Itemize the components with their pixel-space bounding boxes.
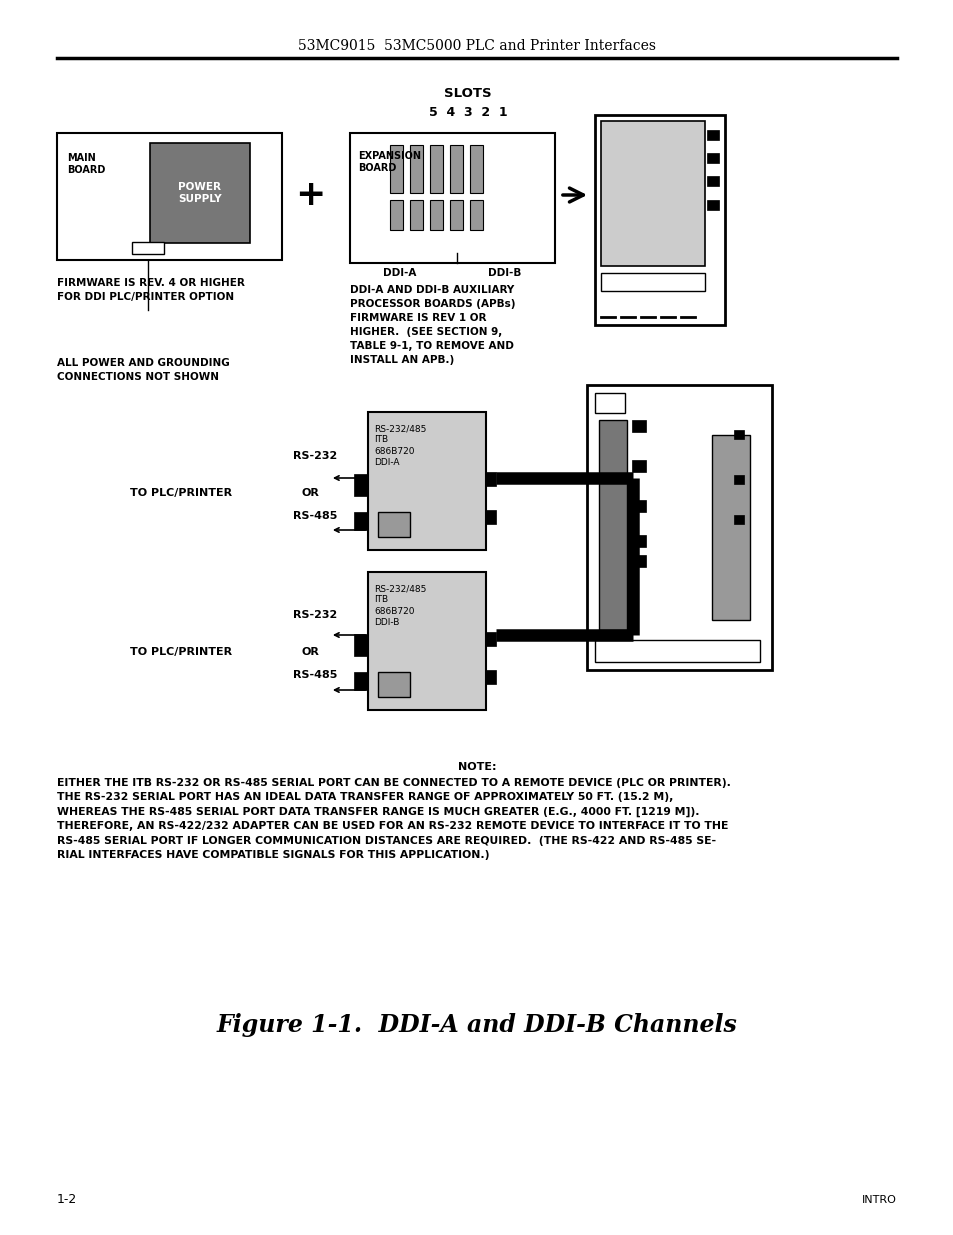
Polygon shape — [595, 640, 760, 662]
Text: FIRMWARE IS REV. 4 OR HIGHER
FOR DDI PLC/PRINTER OPTION: FIRMWARE IS REV. 4 OR HIGHER FOR DDI PLC… — [57, 278, 245, 303]
Text: RS-485: RS-485 — [293, 511, 337, 521]
Polygon shape — [377, 513, 410, 537]
Polygon shape — [150, 143, 250, 243]
Polygon shape — [706, 200, 719, 210]
Polygon shape — [600, 273, 704, 291]
Polygon shape — [595, 115, 724, 325]
Text: +: + — [294, 178, 325, 212]
Polygon shape — [600, 121, 704, 266]
Text: Figure 1-1.  DDI-A and DDI-B Channels: Figure 1-1. DDI-A and DDI-B Channels — [216, 1013, 737, 1037]
Polygon shape — [470, 200, 482, 230]
Polygon shape — [631, 500, 645, 513]
Polygon shape — [354, 474, 368, 496]
Text: RS-232: RS-232 — [293, 610, 337, 620]
Polygon shape — [354, 513, 368, 530]
Polygon shape — [631, 420, 645, 432]
Polygon shape — [485, 472, 496, 487]
Polygon shape — [377, 672, 410, 697]
Text: DDI-A AND DDI-B AUXILIARY
PROCESSOR BOARDS (APBs)
FIRMWARE IS REV 1 OR
HIGHER.  : DDI-A AND DDI-B AUXILIARY PROCESSOR BOAR… — [350, 285, 515, 366]
Polygon shape — [706, 130, 719, 140]
Text: TO PLC/PRINTER: TO PLC/PRINTER — [130, 488, 232, 498]
Polygon shape — [733, 430, 743, 438]
Text: POWER
SUPPLY: POWER SUPPLY — [178, 182, 222, 204]
Polygon shape — [132, 242, 164, 254]
Polygon shape — [430, 200, 442, 230]
Polygon shape — [706, 153, 719, 163]
Polygon shape — [368, 572, 485, 710]
Text: DDI-A: DDI-A — [383, 268, 416, 278]
Text: EITHER THE ITB RS-232 OR RS-485 SERIAL PORT CAN BE CONNECTED TO A REMOTE DEVICE : EITHER THE ITB RS-232 OR RS-485 SERIAL P… — [57, 778, 730, 861]
Text: SLOTS: SLOTS — [444, 86, 492, 100]
Polygon shape — [350, 133, 555, 263]
Text: 1-2: 1-2 — [57, 1193, 77, 1207]
Polygon shape — [595, 393, 624, 412]
Text: MAIN
BOARD: MAIN BOARD — [67, 153, 105, 175]
Polygon shape — [354, 634, 368, 656]
Polygon shape — [410, 144, 422, 193]
Polygon shape — [706, 177, 719, 186]
Polygon shape — [354, 672, 368, 690]
Text: RS-232/485
ITB
686B720
DDI-B: RS-232/485 ITB 686B720 DDI-B — [374, 584, 426, 627]
Text: ALL POWER AND GROUNDING
CONNECTIONS NOT SHOWN: ALL POWER AND GROUNDING CONNECTIONS NOT … — [57, 358, 230, 382]
Polygon shape — [631, 459, 645, 472]
Text: RS-232/485
ITB
686B720
DDI-A: RS-232/485 ITB 686B720 DDI-A — [374, 424, 426, 467]
Text: RS-232: RS-232 — [293, 451, 337, 461]
Polygon shape — [598, 420, 626, 630]
Polygon shape — [390, 200, 402, 230]
Text: EXPANSION
BOARD: EXPANSION BOARD — [357, 151, 420, 173]
Text: INTRO: INTRO — [862, 1195, 896, 1205]
Polygon shape — [485, 510, 496, 524]
Text: OR: OR — [302, 488, 319, 498]
Polygon shape — [711, 435, 749, 620]
Text: RS-485: RS-485 — [293, 671, 337, 680]
Polygon shape — [586, 385, 771, 671]
Polygon shape — [430, 144, 442, 193]
Text: NOTE:: NOTE: — [457, 762, 496, 772]
Polygon shape — [631, 535, 645, 547]
Text: 53MC9015  53MC5000 PLC and Printer Interfaces: 53MC9015 53MC5000 PLC and Printer Interf… — [297, 40, 656, 53]
Polygon shape — [368, 412, 485, 550]
Polygon shape — [485, 632, 496, 646]
Polygon shape — [390, 144, 402, 193]
Polygon shape — [470, 144, 482, 193]
Text: OR: OR — [302, 647, 319, 657]
Polygon shape — [450, 200, 462, 230]
Polygon shape — [410, 200, 422, 230]
Text: TO PLC/PRINTER: TO PLC/PRINTER — [130, 647, 232, 657]
Polygon shape — [450, 144, 462, 193]
Text: 5  4  3  2  1: 5 4 3 2 1 — [428, 105, 507, 119]
Polygon shape — [631, 555, 645, 567]
Polygon shape — [57, 133, 282, 261]
Polygon shape — [733, 475, 743, 484]
Polygon shape — [733, 515, 743, 524]
Polygon shape — [485, 671, 496, 684]
Text: DDI-B: DDI-B — [488, 268, 521, 278]
